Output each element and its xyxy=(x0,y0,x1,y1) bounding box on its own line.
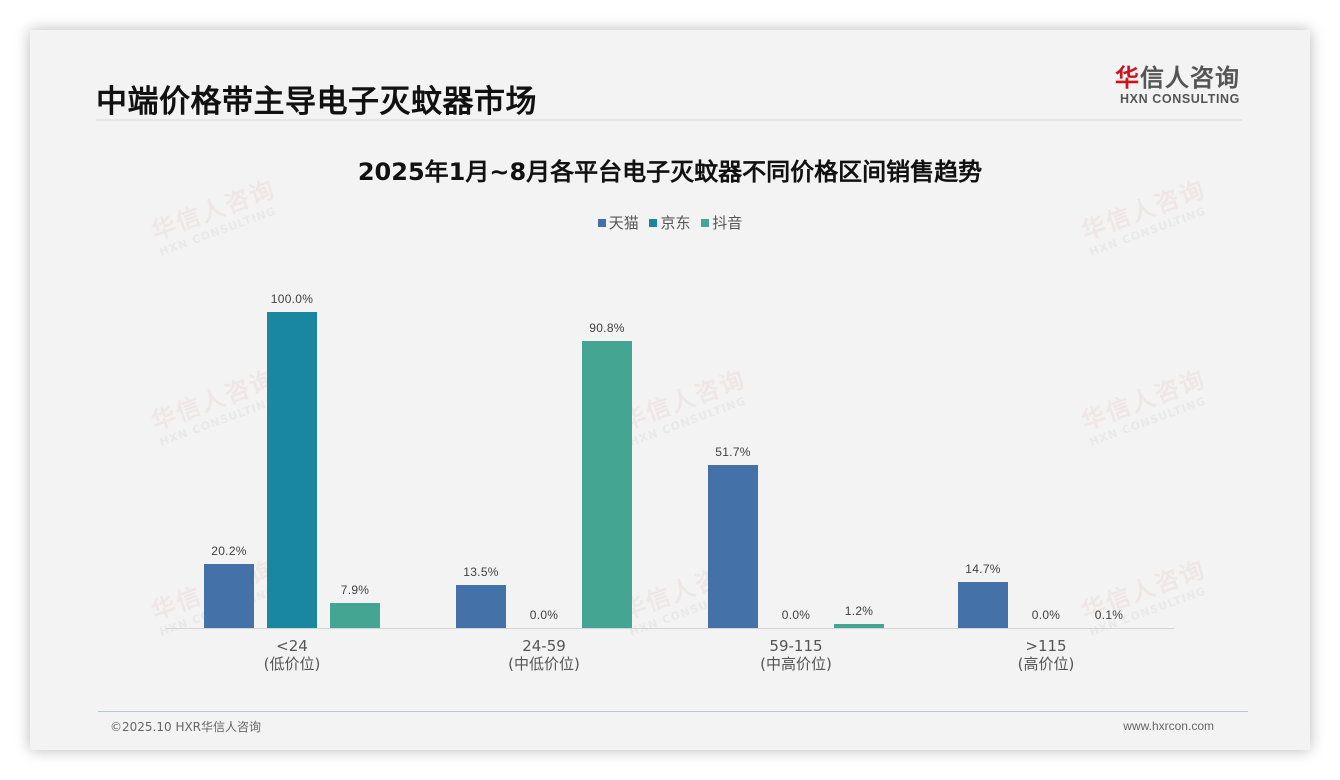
category-tier: (低价位) xyxy=(263,655,321,673)
legend-item-douyin: 抖音 xyxy=(701,212,742,233)
data-label: 0.0% xyxy=(1031,608,1061,622)
bar xyxy=(834,624,884,628)
category-range: <24 xyxy=(276,637,308,655)
bar xyxy=(456,585,506,628)
title-divider xyxy=(96,119,1242,121)
legend-swatch-icon xyxy=(701,219,710,227)
bar xyxy=(958,582,1008,628)
data-label: 20.2% xyxy=(211,544,247,558)
data-label: 0.0% xyxy=(781,608,811,622)
category-tier: (中高价位) xyxy=(760,655,832,673)
data-label: 7.9% xyxy=(340,583,370,597)
bar xyxy=(708,465,758,628)
logo-cn: 华信人咨询 xyxy=(1110,64,1240,92)
footer-website: www.hxrcon.com xyxy=(1123,719,1214,733)
category-label: 59-115 (中高价位) xyxy=(716,637,876,673)
bar-chart-plot: 20.2% 100.0% 7.9% <24 (低价位) 13.5% 0.0% 90.8% 24-… xyxy=(30,30,1310,750)
data-label: 51.7% xyxy=(715,445,751,459)
data-label: 14.7% xyxy=(965,562,1001,576)
page-title: 中端价格带主导电子灭蚊器市场 xyxy=(96,84,537,120)
category-label: 24-59 (中低价位) xyxy=(464,637,624,673)
category-tier: (中低价位) xyxy=(508,655,580,673)
data-label: 1.2% xyxy=(844,604,874,618)
legend-item-jd: 京东 xyxy=(649,212,691,233)
category-label: >115 (高价位) xyxy=(966,637,1126,673)
data-label: 100.0% xyxy=(270,292,314,306)
legend-swatch-icon xyxy=(597,219,606,227)
bar xyxy=(204,564,254,628)
data-label: 0.1% xyxy=(1094,608,1124,622)
category-range: 59-115 xyxy=(769,637,823,655)
x-axis-line xyxy=(166,628,1174,629)
company-logo: 华信人咨询 HXN CONSULTING xyxy=(1110,64,1240,106)
logo-cn-red: 华 xyxy=(1115,64,1140,92)
category-range: >115 xyxy=(1025,637,1067,655)
footer-divider xyxy=(98,711,1248,712)
data-label: 13.5% xyxy=(463,565,499,579)
footer-copyright: ©2025.10 HXR华信人咨询 xyxy=(110,720,262,734)
data-label: 0.0% xyxy=(529,608,559,622)
data-label: 90.8% xyxy=(589,321,625,335)
category-tier: (高价位) xyxy=(1017,655,1075,673)
logo-cn-rest: 信人咨询 xyxy=(1140,64,1240,92)
slide-card: 华信人咨询 HXN CONSULTING 华信人咨询 HXN CONSULTING 华信… xyxy=(30,30,1310,750)
legend-swatch-icon xyxy=(649,219,658,227)
logo-en: HXN CONSULTING xyxy=(1120,92,1240,106)
legend-item-tmall: 天猫 xyxy=(597,212,639,233)
bar xyxy=(582,341,632,628)
chart-legend: 天猫 京东 抖音 xyxy=(30,212,1310,233)
category-range: 24-59 xyxy=(522,637,566,655)
bar xyxy=(267,312,317,628)
chart-title: 2025年1月~8月各平台电子灭蚊器不同价格区间销售趋势 xyxy=(357,158,983,186)
category-label: <24 (低价位) xyxy=(212,637,372,673)
bar xyxy=(330,603,380,628)
